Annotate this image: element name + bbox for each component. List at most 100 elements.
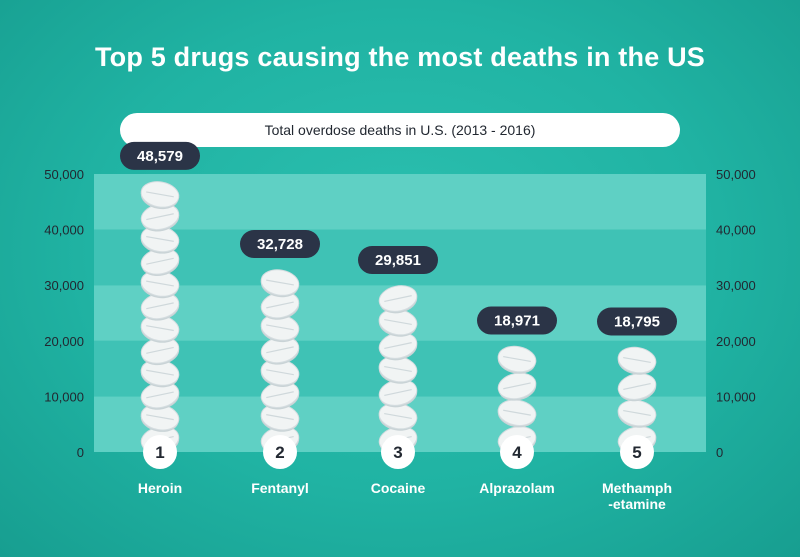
- grid-band: [94, 174, 706, 230]
- pill-score: [384, 389, 412, 397]
- value-badge: [597, 307, 677, 336]
- value-label: 32,728: [257, 236, 303, 253]
- pill-score: [384, 319, 412, 326]
- pill-score: [146, 191, 174, 198]
- pill-score: [146, 235, 174, 242]
- pill: [140, 270, 180, 299]
- y-tick-label-left: 10,000: [44, 389, 84, 404]
- rank-label: 4: [512, 443, 522, 462]
- y-tick-label-left: 0: [77, 445, 84, 460]
- pill: [260, 381, 300, 410]
- y-tick-label-right: 10,000: [716, 389, 756, 404]
- value-label: 48,579: [137, 148, 183, 165]
- pill-score: [384, 342, 412, 350]
- pill: [140, 292, 180, 321]
- category-label: Alprazolam: [479, 480, 554, 496]
- pill: [378, 285, 418, 314]
- category-label-line: Heroin: [138, 480, 182, 496]
- pill: [140, 403, 180, 432]
- pill: [140, 225, 180, 254]
- y-tick-label-right: 40,000: [716, 223, 756, 238]
- subtitle-pill: Total overdose deaths in U.S. (2013 - 20…: [120, 113, 680, 147]
- pill-score: [146, 414, 174, 421]
- value-badge: [358, 246, 438, 275]
- pill-score: [503, 409, 531, 416]
- pill-score: [266, 346, 294, 354]
- pill-score: [384, 412, 412, 420]
- rank-circle: [620, 435, 654, 469]
- value-badge: [240, 230, 320, 259]
- pill-score: [266, 279, 294, 286]
- rank-label: 5: [632, 443, 641, 462]
- pill: [378, 308, 418, 337]
- pill-score: [266, 324, 294, 331]
- pill-score: [384, 295, 412, 303]
- pill: [378, 332, 418, 361]
- pill-score: [146, 346, 174, 354]
- pill-score: [146, 302, 174, 310]
- pill: [140, 203, 180, 232]
- category-label: Heroin: [138, 480, 182, 496]
- rank-circle: [263, 435, 297, 469]
- pill: [378, 379, 418, 408]
- value-label: 18,971: [494, 313, 540, 330]
- bar-5: [617, 346, 657, 455]
- pill-score: [623, 409, 651, 417]
- pill: [140, 381, 180, 410]
- pill-score: [503, 382, 531, 390]
- category-label: Fentanyl: [251, 480, 309, 496]
- y-tick-label-right: 30,000: [716, 278, 756, 293]
- category-label-line: Alprazolam: [479, 480, 554, 496]
- y-tick-label-right: 50,000: [716, 167, 756, 182]
- pill-score: [146, 213, 174, 221]
- y-tick-label-right: 20,000: [716, 334, 756, 349]
- pill-score: [503, 355, 531, 363]
- value-label: 18,795: [614, 313, 660, 330]
- y-tick-label-left: 30,000: [44, 278, 84, 293]
- y-tick-label-left: 40,000: [44, 223, 84, 238]
- rank-label: 3: [393, 443, 402, 462]
- pill: [260, 358, 300, 387]
- pill: [140, 247, 180, 277]
- pill-score: [266, 414, 294, 421]
- chart-title: Top 5 drugs causing the most deaths in t…: [94, 42, 706, 72]
- y-tick-label-left: 20,000: [44, 334, 84, 349]
- rank-circle: [500, 435, 534, 469]
- pill-score: [623, 383, 651, 390]
- rank-circle: [381, 435, 415, 469]
- pill: [497, 372, 537, 401]
- pill-score: [384, 365, 412, 373]
- pill: [260, 269, 300, 298]
- pill: [140, 314, 180, 343]
- category-label-line: Methamph: [602, 480, 672, 496]
- rank-label: 2: [275, 443, 284, 462]
- pill: [617, 373, 657, 402]
- pill-score: [266, 301, 294, 309]
- pill: [617, 346, 657, 375]
- pill-score: [146, 280, 174, 287]
- chart-subtitle: Total overdose deaths in U.S. (2013 - 20…: [264, 122, 536, 138]
- category-label-line: -etamine: [608, 496, 666, 512]
- category-label-line: Fentanyl: [251, 480, 309, 496]
- rank-label: 1: [155, 443, 164, 462]
- value-badge: [120, 141, 200, 170]
- pill-score: [266, 391, 294, 399]
- pill: [260, 403, 300, 432]
- pill: [260, 336, 300, 365]
- pill: [378, 355, 418, 384]
- rank-circle: [143, 435, 177, 469]
- pill: [617, 399, 657, 428]
- category-label: Methamph -etamine: [602, 480, 672, 512]
- category-label-line: Cocaine: [371, 480, 426, 496]
- bar-2: [260, 269, 300, 455]
- y-tick-label-left: 50,000: [44, 167, 84, 182]
- pill: [497, 345, 537, 374]
- category-label: Cocaine: [371, 480, 426, 496]
- pill: [497, 399, 537, 428]
- pill-score: [146, 325, 174, 332]
- pill-score: [623, 356, 651, 364]
- value-badge: [477, 306, 557, 335]
- pill-score: [266, 369, 294, 376]
- pill-score: [146, 369, 174, 376]
